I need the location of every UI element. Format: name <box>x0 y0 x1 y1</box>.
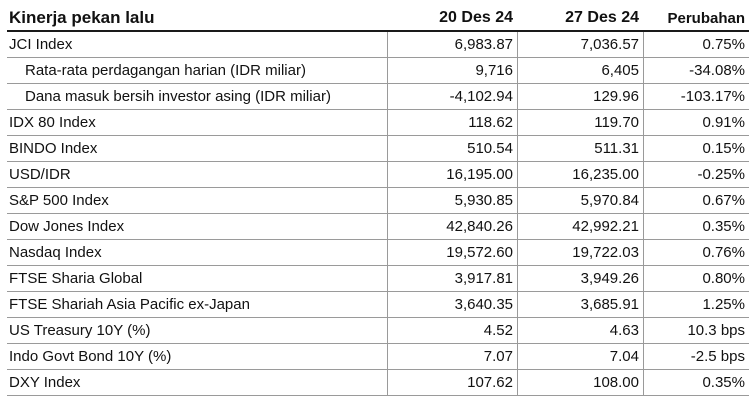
value-change: 0.91% <box>643 110 749 135</box>
column-header-date2: 27 Des 24 <box>565 9 639 26</box>
row-label: S&P 500 Index <box>9 192 109 209</box>
table-row: Rata-rata perdagangan harian (IDR miliar… <box>7 58 749 84</box>
value-date1: 118.62 <box>387 110 517 135</box>
table-row: S&P 500 Index 5,930.85 5,970.84 0.67% <box>7 188 749 214</box>
table-header: Kinerja pekan lalu 20 Des 24 27 Des 24 P… <box>7 6 749 32</box>
value-change: 0.76% <box>643 240 749 265</box>
value-date1: 510.54 <box>387 136 517 161</box>
value-date1: 6,983.87 <box>387 32 517 57</box>
row-label: Nasdaq Index <box>9 244 102 261</box>
value-date2: 129.96 <box>517 84 643 109</box>
row-label: US Treasury 10Y (%) <box>9 322 151 339</box>
value-date1: 4.52 <box>387 318 517 343</box>
value-date2: 108.00 <box>517 370 643 395</box>
column-header-change: Perubahan <box>667 9 745 27</box>
row-label: JCI Index <box>9 36 73 53</box>
value-date2: 3,685.91 <box>517 292 643 317</box>
table-row: Nasdaq Index 19,572.60 19,722.03 0.76% <box>7 240 749 266</box>
row-label: Dow Jones Index <box>9 218 125 235</box>
value-date2: 7,036.57 <box>517 32 643 57</box>
value-date1: 16,195.00 <box>387 162 517 187</box>
table-row: USD/IDR 16,195.00 16,235.00 -0.25% <box>7 162 749 188</box>
value-date1: 9,716 <box>387 58 517 83</box>
value-date2: 42,992.21 <box>517 214 643 239</box>
value-change: 1.25% <box>643 292 749 317</box>
value-date1: 3,640.35 <box>387 292 517 317</box>
value-date2: 16,235.00 <box>517 162 643 187</box>
table-row: US Treasury 10Y (%) 4.52 4.63 10.3 bps <box>7 318 749 344</box>
value-date1: 107.62 <box>387 370 517 395</box>
value-change: -2.5 bps <box>643 344 749 369</box>
table-title: Kinerja pekan lalu <box>9 8 155 27</box>
value-change: 0.15% <box>643 136 749 161</box>
row-label: BINDO Index <box>9 140 98 157</box>
performance-table: Kinerja pekan lalu 20 Des 24 27 Des 24 P… <box>7 6 749 396</box>
row-label: Rata-rata perdagangan harian (IDR miliar… <box>25 62 306 79</box>
value-date2: 5,970.84 <box>517 188 643 213</box>
value-date2: 3,949.26 <box>517 266 643 291</box>
row-label: FTSE Sharia Global <box>9 270 143 287</box>
value-change: -103.17% <box>643 84 749 109</box>
value-date2: 7.04 <box>517 344 643 369</box>
value-date1: 7.07 <box>387 344 517 369</box>
value-change: 0.35% <box>643 370 749 395</box>
value-date1: 42,840.26 <box>387 214 517 239</box>
value-date2: 511.31 <box>517 136 643 161</box>
table-row: FTSE Sharia Global 3,917.81 3,949.26 0.8… <box>7 266 749 292</box>
table-row: JCI Index 6,983.87 7,036.57 0.75% <box>7 32 749 58</box>
row-label: Dana masuk bersih investor asing (IDR mi… <box>25 88 331 105</box>
row-label: Indo Govt Bond 10Y (%) <box>9 348 172 365</box>
row-label: FTSE Shariah Asia Pacific ex-Japan <box>9 296 250 313</box>
table-row: IDX 80 Index 118.62 119.70 0.91% <box>7 110 749 136</box>
value-date2: 4.63 <box>517 318 643 343</box>
value-change: 10.3 bps <box>643 318 749 343</box>
value-change: 0.75% <box>643 32 749 57</box>
table-row: Dana masuk bersih investor asing (IDR mi… <box>7 84 749 110</box>
table-row: FTSE Shariah Asia Pacific ex-Japan 3,640… <box>7 292 749 318</box>
value-change: 0.80% <box>643 266 749 291</box>
value-change: -34.08% <box>643 58 749 83</box>
table-row: Dow Jones Index 42,840.26 42,992.21 0.35… <box>7 214 749 240</box>
table-row: BINDO Index 510.54 511.31 0.15% <box>7 136 749 162</box>
value-change: 0.67% <box>643 188 749 213</box>
value-date1: -4,102.94 <box>387 84 517 109</box>
row-label: IDX 80 Index <box>9 114 96 131</box>
value-date1: 3,917.81 <box>387 266 517 291</box>
table-row: Indo Govt Bond 10Y (%) 7.07 7.04 -2.5 bp… <box>7 344 749 370</box>
value-date1: 19,572.60 <box>387 240 517 265</box>
value-change: -0.25% <box>643 162 749 187</box>
column-header-date1: 20 Des 24 <box>439 9 513 26</box>
table-row: DXY Index 107.62 108.00 0.35% <box>7 370 749 396</box>
value-date2: 19,722.03 <box>517 240 643 265</box>
value-date2: 119.70 <box>517 110 643 135</box>
row-label: USD/IDR <box>9 166 71 183</box>
value-date2: 6,405 <box>517 58 643 83</box>
value-change: 0.35% <box>643 214 749 239</box>
row-label: DXY Index <box>9 374 81 391</box>
value-date1: 5,930.85 <box>387 188 517 213</box>
